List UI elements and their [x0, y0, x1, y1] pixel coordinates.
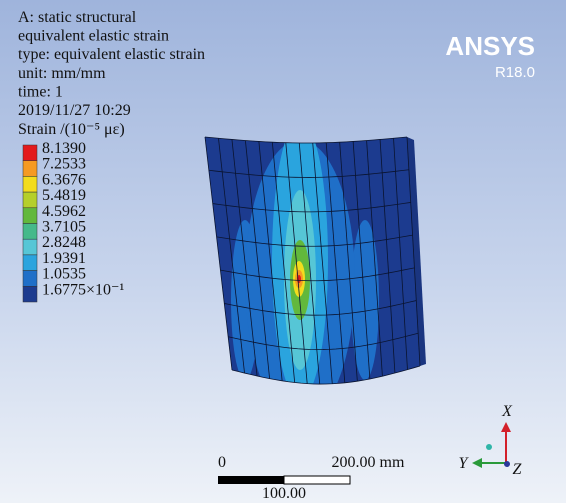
legend-swatch: [23, 192, 37, 208]
legend-label: 2.8248: [42, 234, 86, 251]
legend-title: Strain /(10⁻⁵ με): [18, 121, 125, 138]
header-line: 2019/11/27 10:29: [18, 102, 131, 119]
legend-label: 1.9391: [42, 250, 86, 267]
legend-swatch: [23, 224, 37, 240]
mesh: [205, 120, 426, 420]
legend-label: 4.5962: [42, 203, 86, 220]
header-line: equivalent elastic strain: [18, 28, 169, 45]
header: A: static structural equivalent elastic s…: [18, 9, 205, 119]
legend-swatch: [23, 239, 37, 255]
scale-end: 200.00 mm: [332, 454, 405, 471]
legend-swatch: [23, 176, 37, 192]
scene: A: static structural equivalent elastic s…: [0, 0, 566, 503]
axis-y-label: Y: [459, 455, 470, 472]
triad-point: [486, 444, 492, 450]
legend-swatch: [23, 145, 37, 161]
header-line: A: static structural: [18, 9, 137, 26]
legend-label: 5.4819: [42, 187, 86, 204]
axis-y-arrow: [472, 458, 482, 468]
viewport: A: static structural equivalent elastic s…: [0, 0, 566, 503]
header-line: type: equivalent elastic strain: [18, 46, 205, 63]
legend-swatch: [23, 255, 37, 271]
legend-label: 1.0535: [42, 266, 86, 283]
legend-swatch: [23, 271, 37, 287]
logo-version: R18.0: [495, 64, 535, 81]
axis-x-label: X: [501, 403, 513, 420]
legend-label: 7.2533: [42, 156, 86, 173]
axis-z: [504, 461, 510, 467]
axis-z-label: Z: [513, 461, 523, 478]
legend: Strain /(10⁻⁵ με) 8.13907.25336.36765.481…: [18, 121, 125, 302]
legend-swatch: [23, 161, 37, 177]
axis-x-arrow: [501, 422, 511, 432]
scale-mid: 100.00: [262, 485, 306, 502]
scale-start: 0: [218, 454, 226, 471]
legend-label: 3.7105: [42, 219, 86, 236]
scale-bar: [284, 476, 350, 484]
scale-bar: [218, 476, 284, 484]
header-line: unit: mm/mm: [18, 65, 106, 82]
legend-swatch: [23, 286, 37, 302]
legend-label: 1.6775×10⁻¹: [42, 281, 124, 298]
legend-label: 6.3676: [42, 171, 86, 188]
logo: ANSYS: [445, 31, 535, 61]
legend-label: 8.1390: [42, 140, 86, 157]
header-line: time: 1: [18, 83, 63, 100]
legend-swatch: [23, 208, 37, 224]
